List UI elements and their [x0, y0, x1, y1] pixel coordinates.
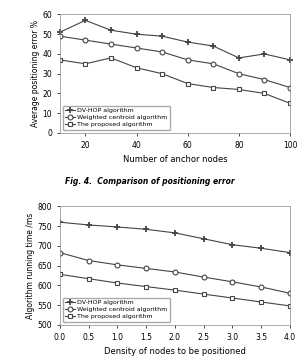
Weighted centroid algorithm: [202, 275, 205, 279]
The proposed algorithm: [58, 272, 62, 277]
Weighted centroid algorithm: [186, 58, 190, 62]
Line: The proposed algorithm: The proposed algorithm: [58, 56, 292, 105]
DV-HOP algorithm: [58, 30, 62, 34]
The proposed algorithm: [186, 81, 190, 86]
Weighted centroid algorithm: [58, 34, 62, 38]
The proposed algorithm: [87, 277, 90, 281]
DV-HOP algorithm: [173, 231, 177, 235]
Legend: DV-HOP algorithm, Weighted centroid algorithm, The proposed algorithm: DV-HOP algorithm, Weighted centroid algo…: [63, 297, 170, 322]
DV-HOP algorithm: [115, 225, 119, 229]
DV-HOP algorithm: [202, 236, 205, 241]
The proposed algorithm: [237, 87, 241, 92]
X-axis label: Density of nodes to be positioned: Density of nodes to be positioned: [104, 347, 246, 356]
DV-HOP algorithm: [211, 44, 215, 48]
Weighted centroid algorithm: [260, 285, 263, 289]
The proposed algorithm: [288, 101, 292, 105]
Weighted centroid algorithm: [288, 291, 292, 295]
DV-HOP algorithm: [231, 243, 234, 247]
DV-HOP algorithm: [58, 220, 62, 225]
The proposed algorithm: [211, 85, 215, 90]
Legend: DV-HOP algorithm, Weighted centroid algorithm, The proposed algorithm: DV-HOP algorithm, Weighted centroid algo…: [63, 105, 170, 130]
Weighted centroid algorithm: [288, 85, 292, 90]
Weighted centroid algorithm: [160, 50, 164, 54]
The proposed algorithm: [135, 66, 138, 70]
DV-HOP algorithm: [144, 227, 148, 231]
The proposed algorithm: [173, 288, 177, 292]
DV-HOP algorithm: [263, 52, 266, 56]
Line: Weighted centroid algorithm: Weighted centroid algorithm: [57, 250, 292, 296]
DV-HOP algorithm: [87, 223, 90, 227]
DV-HOP algorithm: [160, 34, 164, 38]
Y-axis label: Algorithm running time /ms: Algorithm running time /ms: [26, 213, 35, 319]
The proposed algorithm: [144, 284, 148, 289]
DV-HOP algorithm: [186, 40, 190, 44]
The proposed algorithm: [84, 62, 87, 66]
Weighted centroid algorithm: [87, 258, 90, 263]
Weighted centroid algorithm: [144, 266, 148, 271]
The proposed algorithm: [160, 71, 164, 76]
Weighted centroid algorithm: [263, 78, 266, 82]
Line: The proposed algorithm: The proposed algorithm: [58, 272, 292, 308]
DV-HOP algorithm: [84, 18, 87, 22]
DV-HOP algorithm: [135, 32, 138, 36]
Weighted centroid algorithm: [237, 71, 241, 76]
Text: Fig. 4.  Comparison of positioning error: Fig. 4. Comparison of positioning error: [65, 177, 234, 186]
The proposed algorithm: [231, 296, 234, 300]
DV-HOP algorithm: [237, 56, 241, 60]
DV-HOP algorithm: [260, 246, 263, 251]
Weighted centroid algorithm: [115, 263, 119, 267]
DV-HOP algorithm: [288, 251, 292, 255]
Weighted centroid algorithm: [109, 42, 113, 46]
Line: DV-HOP algorithm: DV-HOP algorithm: [57, 17, 293, 63]
Weighted centroid algorithm: [135, 46, 138, 50]
Weighted centroid algorithm: [231, 280, 234, 284]
The proposed algorithm: [115, 281, 119, 285]
The proposed algorithm: [263, 91, 266, 96]
Weighted centroid algorithm: [211, 62, 215, 66]
Weighted centroid algorithm: [58, 251, 62, 255]
Line: DV-HOP algorithm: DV-HOP algorithm: [57, 219, 293, 256]
The proposed algorithm: [260, 300, 263, 304]
DV-HOP algorithm: [109, 28, 113, 32]
The proposed algorithm: [58, 58, 62, 62]
Y-axis label: Average positioning error %: Average positioning error %: [30, 20, 40, 127]
Weighted centroid algorithm: [84, 38, 87, 42]
The proposed algorithm: [288, 304, 292, 308]
The proposed algorithm: [109, 56, 113, 60]
Weighted centroid algorithm: [173, 270, 177, 274]
Line: Weighted centroid algorithm: Weighted centroid algorithm: [57, 34, 292, 90]
X-axis label: Number of anchor nodes: Number of anchor nodes: [123, 155, 227, 164]
DV-HOP algorithm: [288, 58, 292, 62]
The proposed algorithm: [202, 292, 205, 296]
